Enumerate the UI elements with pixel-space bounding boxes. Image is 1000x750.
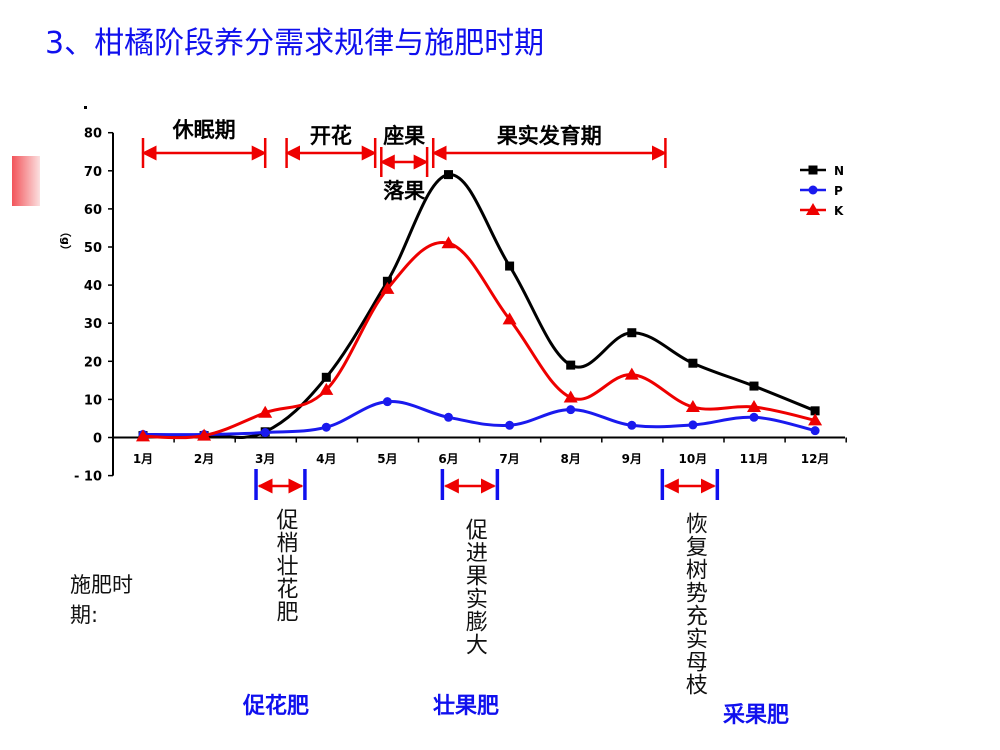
data-point-p [688,420,698,430]
data-point-p [260,428,270,438]
x-tick-label: 1月 [133,452,153,466]
legend-label: P [834,184,843,198]
x-tick-label: 11月 [740,452,769,466]
y-tick-label: 60 [84,203,102,218]
data-point-n [382,276,392,286]
x-tick-label: 4月 [316,452,336,466]
data-point-k [197,428,212,441]
data-point-k [319,382,334,395]
data-point-n [810,406,820,416]
data-point-p [810,426,820,436]
series-k [136,236,823,442]
data-point-k [258,405,273,418]
data-point-p [505,420,515,430]
series-p [138,397,820,439]
fert-name-harvest: 采果肥 [723,702,790,728]
stage-label: 落果 [383,178,425,203]
series-line-p [142,400,816,437]
y-tick-label: 70 [84,165,102,180]
chart-series [136,170,823,442]
fert-name-flower: 促花肥 [243,693,310,719]
x-tick-label: 3月 [255,452,275,466]
legend-marker [806,203,820,215]
chart-axes: 80 70 60 50 40 30 20 10 0 - 10 1月 2月 3月 4月 5月 6月 7月 8月 9月 1… [59,106,847,485]
data-point-p [566,405,576,415]
data-point-p [627,420,637,430]
data-point-n [321,372,331,382]
x-tick-label: 6月 [438,452,458,466]
x-tick-label: 7月 [499,452,519,466]
series-line-k [142,240,816,440]
y-tick-label: 80 [84,127,102,142]
stage-label: 休眠期 [172,117,236,142]
data-point-n [505,261,515,271]
data-point-p [382,397,392,407]
data-point-n [566,360,576,370]
chart-legend: NPK [800,164,844,218]
stage-label: 开花 [310,123,352,148]
series-n [138,170,820,441]
y-tick-label: 10 [84,393,102,408]
data-point-p [321,422,331,432]
y-tick-label: 50 [84,241,102,256]
legend-label: N [834,164,844,178]
x-tick-label: 2月 [194,452,214,466]
data-point-p [444,412,453,422]
data-point-k [136,429,150,442]
data-point-k [747,400,761,413]
x-tick-label: 9月 [622,452,642,466]
fertilization-period-label: 施肥时期: [70,573,133,627]
legend-label: K [834,204,844,218]
legend-marker [808,185,818,195]
axis-top-dot [84,106,87,109]
decorative-bar [12,156,40,206]
data-point-k [441,236,456,249]
y-tick-label: 40 [84,279,102,294]
data-point-n [444,170,453,180]
fertilization-periods [254,469,720,500]
y-tick-label: 20 [84,355,102,370]
data-point-k [808,413,823,426]
data-point-p [749,412,759,422]
stage-label: 果实发育期 [497,123,602,148]
x-tick-label: 8月 [561,452,581,466]
data-point-k [502,312,517,325]
data-point-n [627,328,637,338]
data-point-k [685,400,700,413]
data-point-n [749,381,759,391]
slide-title: 3、柑橘阶段养分需求规律与施肥时期 [45,26,545,61]
fert-purpose-label-2: 促进果实膨大 [461,518,487,656]
x-tick-label: 10月 [679,452,708,466]
x-tick-label: 12月 [801,452,830,466]
data-point-k [624,367,639,380]
fert-purpose-label-1: 促梢壮花肥 [272,508,298,623]
fert-name-fruit: 壮果肥 [433,693,500,719]
x-tick-label: 5月 [377,452,397,466]
y-axis-label: （g） [59,226,72,256]
y-tick-label: - 10 [74,470,102,485]
series-line-n [142,173,816,439]
fert-purpose-label-3: 恢复树势充实母枝 [681,512,707,696]
data-point-k [563,390,578,403]
data-point-k [380,281,395,294]
stage-label: 座果 [383,123,425,148]
y-tick-label: 30 [84,317,102,332]
legend-marker [808,165,818,175]
data-point-n [688,358,698,368]
y-tick-label: 0 [93,432,102,447]
